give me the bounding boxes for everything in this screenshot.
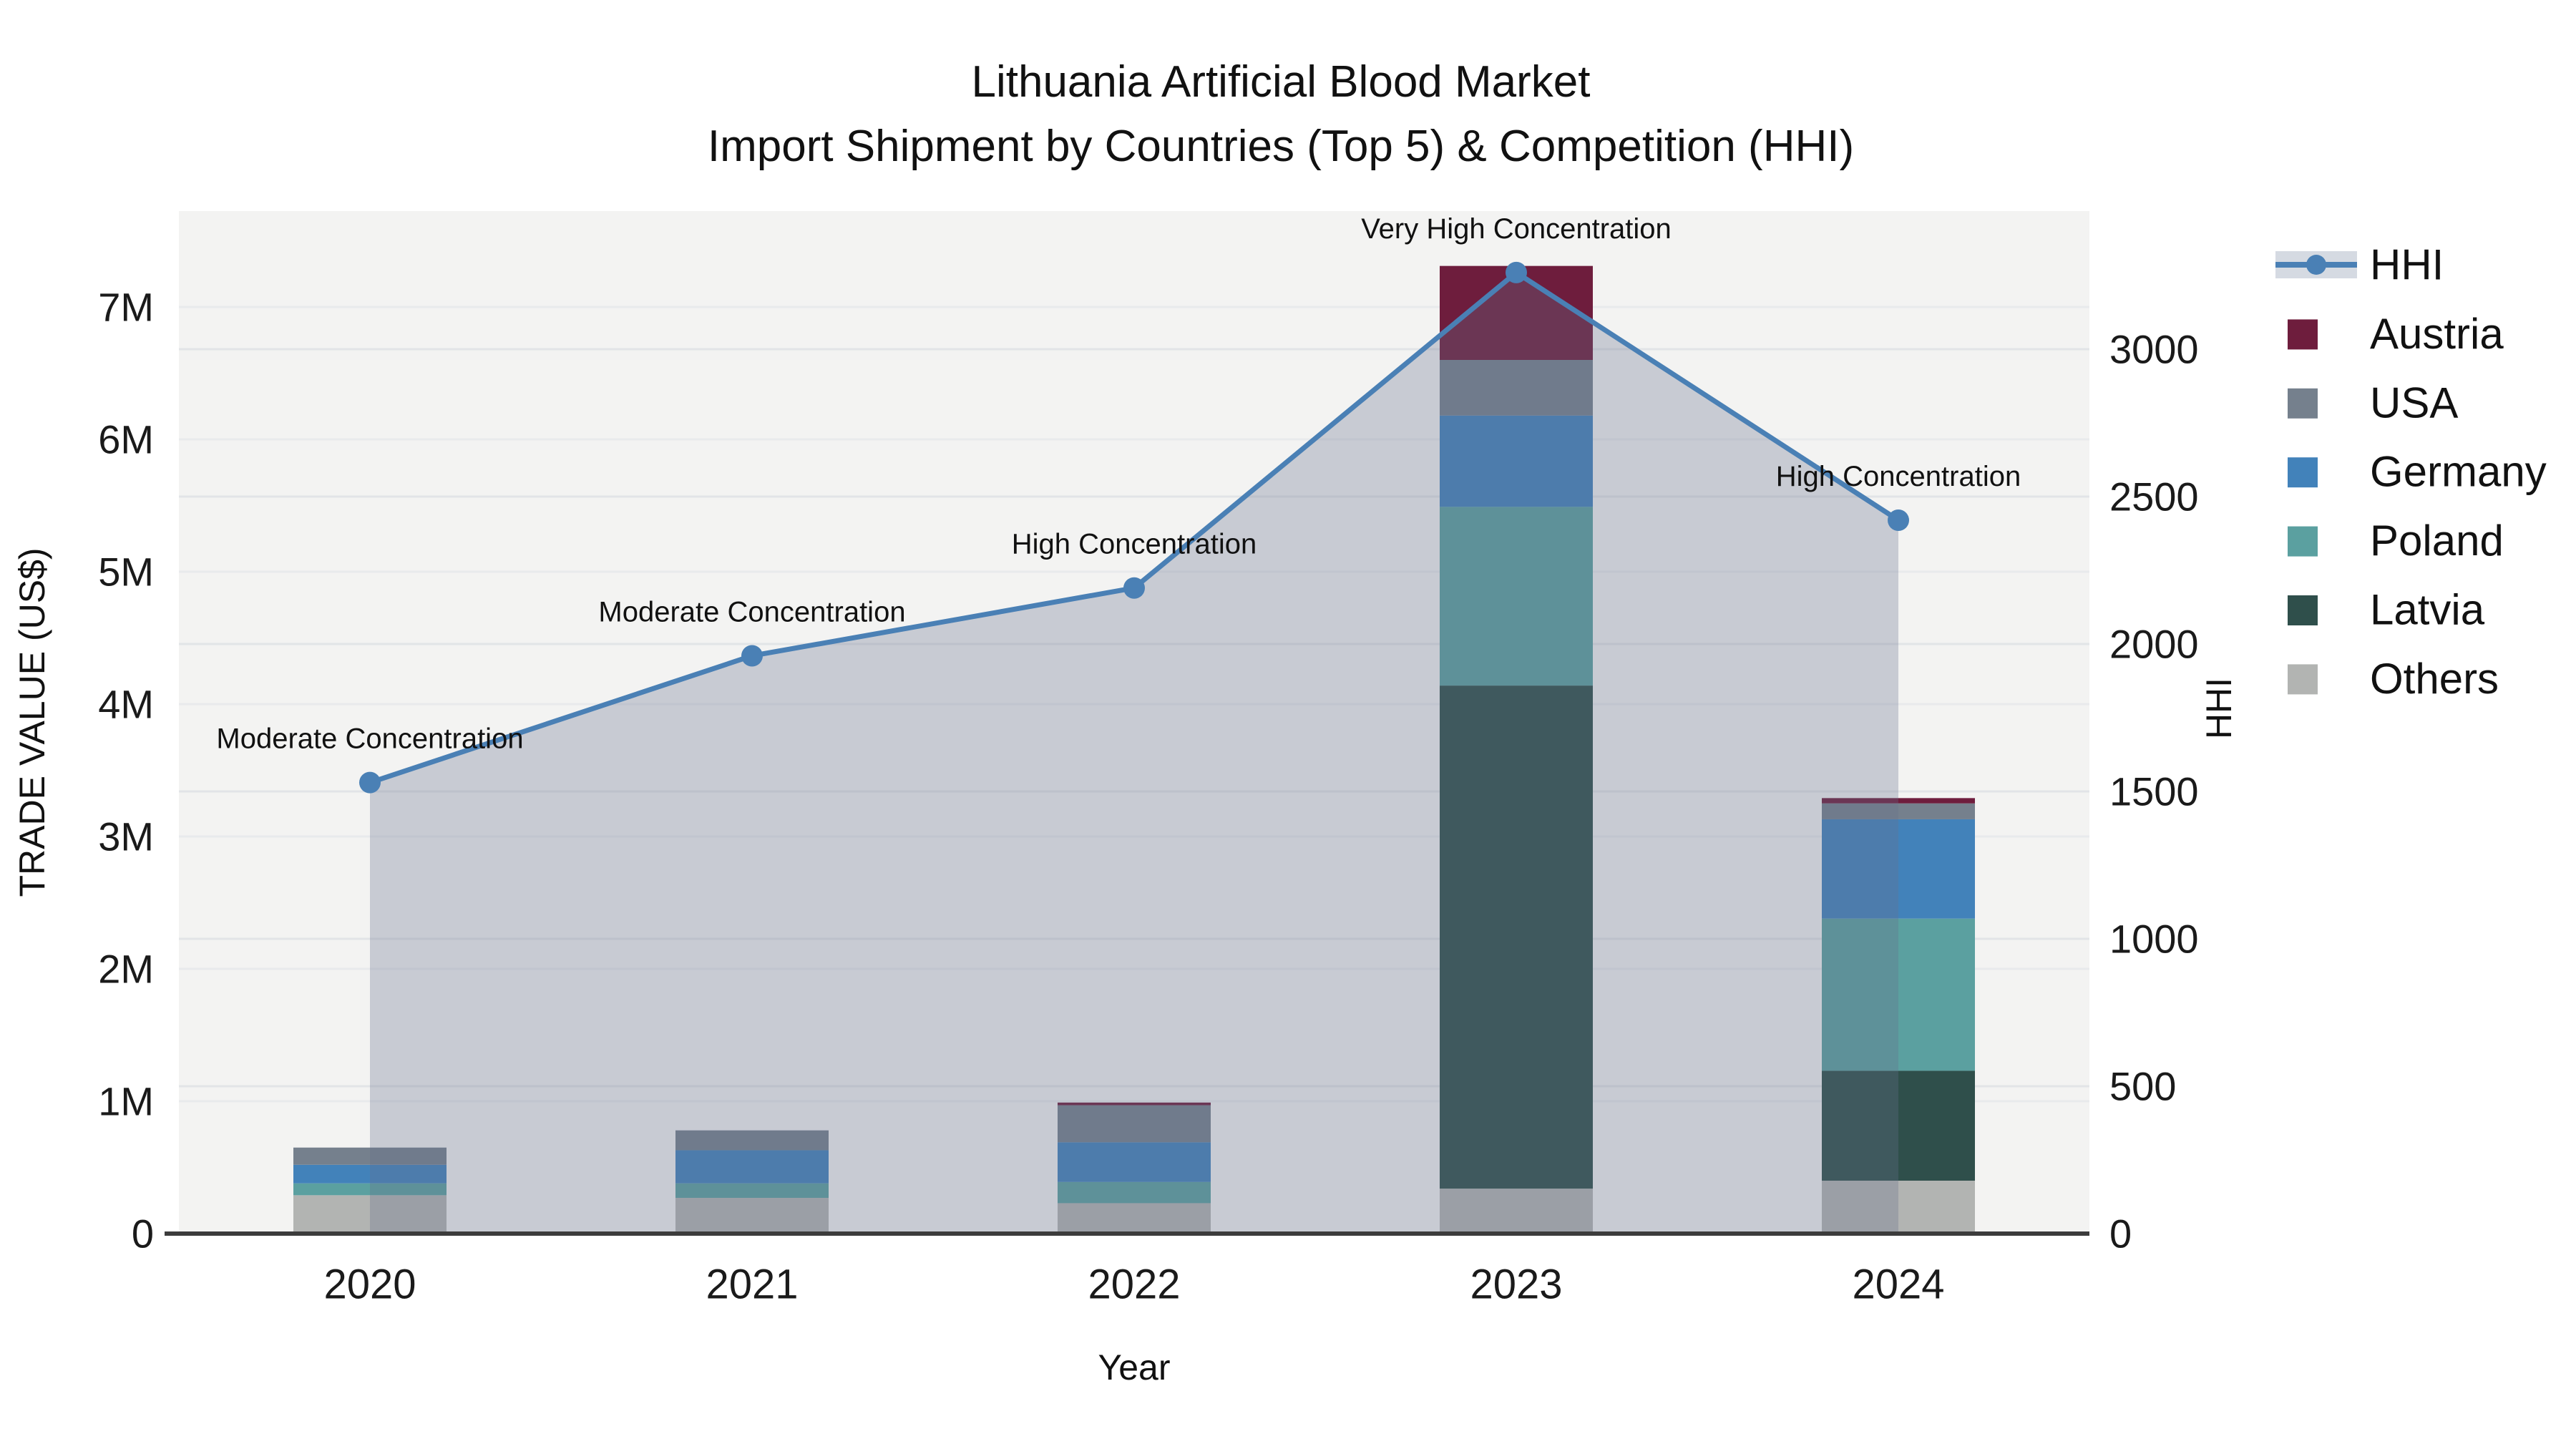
y-left-tick-0: 0 bbox=[132, 1211, 154, 1257]
chart-title-line1: Lithuania Artificial Blood Market bbox=[971, 57, 1590, 107]
bar-segment-usa-2020[interactable] bbox=[293, 1147, 447, 1165]
y-right-tick-500: 500 bbox=[2109, 1064, 2176, 1109]
bar-segment-usa-2021[interactable] bbox=[675, 1130, 829, 1151]
y-left-axis-title: TRADE VALUE (US$) bbox=[12, 547, 52, 897]
legend-item-latvia[interactable]: Latvia bbox=[2288, 586, 2485, 634]
hhi-area-fill bbox=[370, 272, 1898, 1234]
legend-label-hhi: HHI bbox=[2370, 241, 2444, 289]
y-left-tick-6M: 6M bbox=[98, 417, 154, 462]
annotation-2022: High Concentration bbox=[1012, 529, 1257, 560]
bar-segment-usa-2024[interactable] bbox=[1822, 803, 1975, 819]
x-tick-2020: 2020 bbox=[323, 1262, 416, 1308]
annotation-2023: Very High Concentration bbox=[1361, 213, 1672, 245]
legend-swatch-usa bbox=[2288, 388, 2318, 419]
y-right-tick-0: 0 bbox=[2109, 1211, 2132, 1257]
bar-segment-others-2022[interactable] bbox=[1058, 1203, 1211, 1234]
legend-swatch-poland bbox=[2288, 526, 2318, 557]
hhi-marker-2020[interactable] bbox=[359, 771, 381, 794]
legend-label-austria: Austria bbox=[2370, 310, 2504, 358]
y-left-tick-3M: 3M bbox=[98, 814, 154, 859]
y-right-tick-1000: 1000 bbox=[2109, 917, 2199, 962]
bar-segment-usa-2023[interactable] bbox=[1440, 360, 1593, 416]
legend-label-others: Others bbox=[2370, 655, 2499, 703]
x-tick-2021: 2021 bbox=[706, 1262, 798, 1308]
bar-segment-others-2021[interactable] bbox=[675, 1198, 829, 1234]
y-right-tick-2500: 2500 bbox=[2109, 474, 2199, 519]
legend-label-usa: USA bbox=[2370, 379, 2458, 426]
legend-item-poland[interactable]: Poland bbox=[2288, 517, 2504, 565]
legend-swatch-austria bbox=[2288, 319, 2318, 350]
x-axis-title: Year bbox=[1098, 1347, 1170, 1387]
y-right-tick-3000: 3000 bbox=[2109, 327, 2199, 372]
bar-segment-germany-2020[interactable] bbox=[293, 1164, 447, 1184]
legend-swatch-latvia bbox=[2288, 595, 2318, 625]
chart-title-line2: Import Shipment by Countries (Top 5) & C… bbox=[708, 122, 1854, 171]
bar-segment-germany-2021[interactable] bbox=[675, 1150, 829, 1184]
y-left-tick-2M: 2M bbox=[98, 947, 154, 992]
hhi-marker-2021[interactable] bbox=[741, 645, 763, 667]
bar-segment-poland-2022[interactable] bbox=[1058, 1181, 1211, 1204]
legend-item-usa[interactable]: USA bbox=[2288, 379, 2458, 426]
hhi-marker-2022[interactable] bbox=[1123, 577, 1145, 599]
annotation-2021: Moderate Concentration bbox=[598, 596, 905, 628]
y-left-tick-7M: 7M bbox=[98, 285, 154, 330]
bar-segment-others-2024[interactable] bbox=[1822, 1181, 1975, 1234]
bar-segment-austria-2022[interactable] bbox=[1058, 1102, 1211, 1106]
bar-segment-poland-2023[interactable] bbox=[1440, 507, 1593, 686]
bar-segment-usa-2022[interactable] bbox=[1058, 1105, 1211, 1143]
bar-segment-poland-2024[interactable] bbox=[1822, 918, 1975, 1071]
legend-label-poland: Poland bbox=[2370, 517, 2504, 565]
bar-segment-latvia-2023[interactable] bbox=[1440, 686, 1593, 1189]
bar-segment-austria-2024[interactable] bbox=[1822, 798, 1975, 804]
bar-segment-germany-2024[interactable] bbox=[1822, 819, 1975, 919]
legend-swatch-others bbox=[2288, 664, 2318, 695]
legend-label-germany: Germany bbox=[2370, 448, 2547, 496]
bar-segment-poland-2020[interactable] bbox=[293, 1183, 447, 1196]
legend-label-latvia: Latvia bbox=[2370, 586, 2485, 634]
annotation-2024: High Concentration bbox=[1776, 461, 2021, 492]
plot-background bbox=[179, 211, 2089, 1234]
legend-item-germany[interactable]: Germany bbox=[2288, 448, 2547, 496]
legend-item-austria[interactable]: Austria bbox=[2288, 310, 2504, 358]
y-left-tick-5M: 5M bbox=[98, 550, 154, 595]
legend-item-others[interactable]: Others bbox=[2288, 655, 2499, 703]
y-left-tick-4M: 4M bbox=[98, 682, 154, 727]
bar-segment-others-2020[interactable] bbox=[293, 1195, 447, 1234]
legend-swatch-germany bbox=[2288, 457, 2318, 488]
x-tick-2022: 2022 bbox=[1088, 1262, 1180, 1308]
legend-hhi-marker-sample bbox=[2306, 255, 2326, 275]
bar-segment-germany-2022[interactable] bbox=[1058, 1142, 1211, 1182]
hhi-marker-2023[interactable] bbox=[1506, 261, 1527, 283]
annotation-2020: Moderate Concentration bbox=[216, 723, 523, 755]
bar-segment-germany-2023[interactable] bbox=[1440, 415, 1593, 507]
y-left-tick-1M: 1M bbox=[98, 1079, 154, 1124]
bar-segment-others-2023[interactable] bbox=[1440, 1189, 1593, 1234]
bar-segment-poland-2021[interactable] bbox=[675, 1183, 829, 1199]
bar-segment-latvia-2024[interactable] bbox=[1822, 1070, 1975, 1181]
y-right-tick-2000: 2000 bbox=[2109, 622, 2199, 667]
y-right-axis-title: HHI bbox=[2199, 678, 2239, 739]
y-right-tick-1500: 1500 bbox=[2109, 769, 2199, 814]
x-tick-2023: 2023 bbox=[1470, 1262, 1562, 1308]
hhi-marker-2024[interactable] bbox=[1888, 509, 1909, 531]
legend-item-hhi[interactable]: HHI bbox=[2275, 241, 2444, 289]
x-tick-2024: 2024 bbox=[1852, 1262, 1944, 1308]
